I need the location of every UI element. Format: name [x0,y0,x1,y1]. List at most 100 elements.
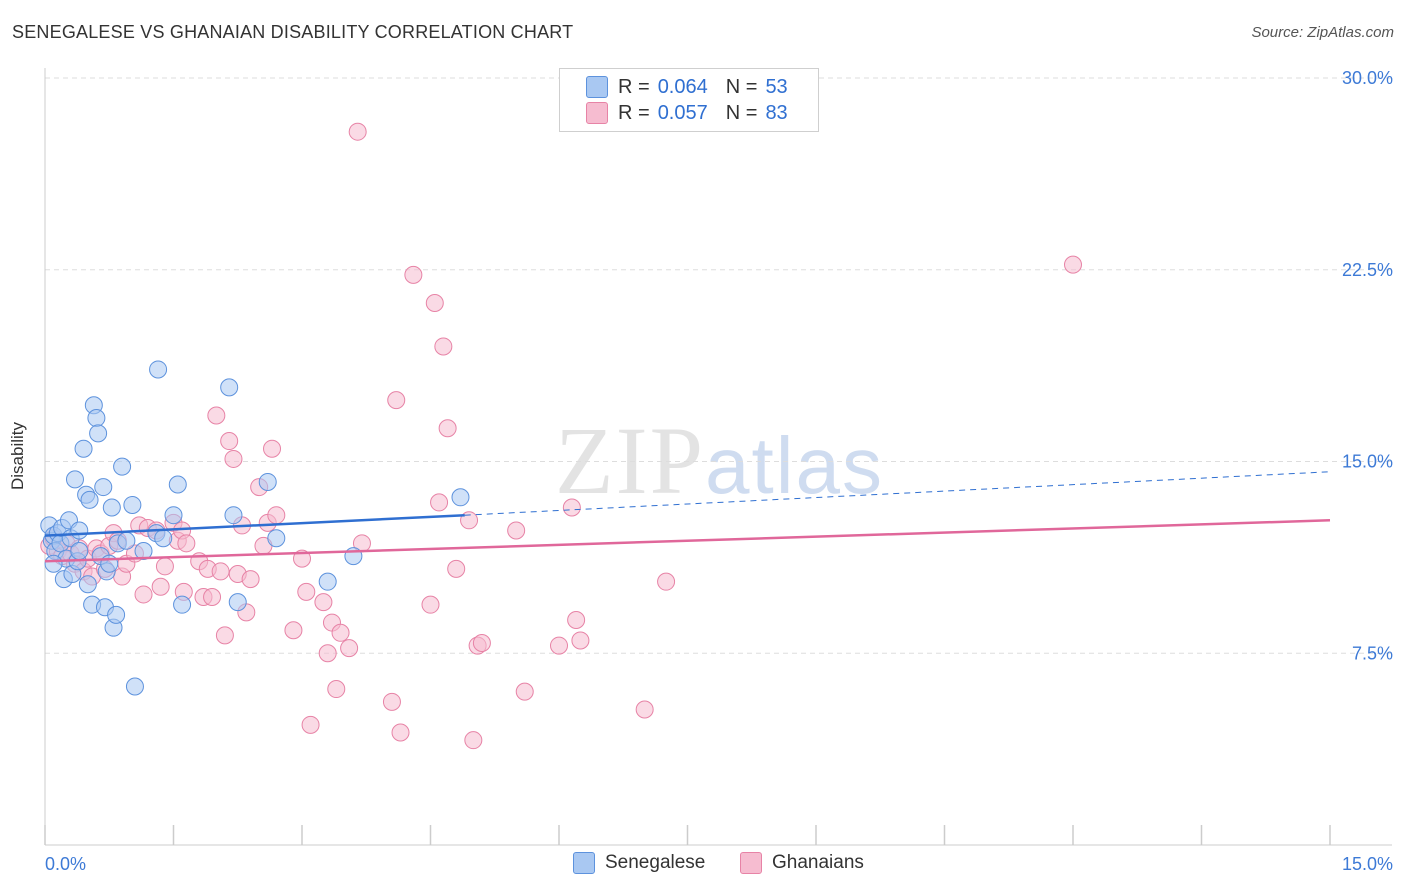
senegalese-point [113,457,132,476]
legend-item-label: Senegalese [605,852,706,873]
ghanaian-point [404,265,423,284]
senegalese-point [74,439,93,458]
ghanaian-point [550,636,568,655]
legend-r-label: R = [618,75,650,98]
ghanaian-point [314,593,333,612]
senegalese-point [78,575,97,594]
ghanaian-point [430,493,449,512]
senegalese-point [318,572,337,591]
senegalese-point [451,488,470,507]
senegalese-swatch [586,76,608,98]
legend-r-value: 0.057 [657,101,708,124]
ghanaian-point [241,570,260,589]
senegalese-point [70,541,89,560]
grid-lines [45,77,1392,654]
ghanaians-swatch [740,852,762,874]
ghanaian-point [447,559,466,578]
senegalese-point [44,554,63,573]
senegalese-point [164,506,183,525]
ghanaian-point [515,682,534,701]
ghanaian-point [562,498,581,517]
ghanaian-point [391,723,410,742]
ghanaian-point [177,534,196,553]
senegalese-point [70,521,89,540]
ghanaian-point [438,419,457,438]
ghanaian-point [301,715,320,734]
legend-r-value: 0.064 [657,75,708,98]
ghanaian-point [155,557,174,576]
x-tick-label: 15.0% [1342,854,1393,874]
ghanaian-point [425,293,444,312]
senegalese-point [154,529,173,548]
axes [44,68,1392,846]
y-tick-label: 30.0% [1342,68,1393,88]
senegalese-point [134,541,153,560]
x-tick-label: 0.0% [45,854,86,874]
ghanaian-point [382,692,401,711]
ghanaian-point [284,621,303,640]
legend-row-ghanaians: R = 0.057 N = 83 [586,101,788,125]
senegalese-point [149,360,168,379]
ghanaian-point [464,731,483,750]
ghanaian-point [297,582,316,601]
legend-n-value: 83 [765,101,788,124]
legend-n-value: 53 [765,75,788,98]
ghanaian-point [318,644,337,663]
tick-labels: 7.5% 15.0% 22.5% 30.0% 0.0% 15.0% [45,68,1393,874]
ghanaian-point [267,506,286,525]
senegalese-swatch [573,852,595,874]
legend-row-senegalese: R = 0.064 N = 53 [586,75,788,99]
ghanaian-point [571,631,590,650]
ghanaian-point [507,521,526,540]
chart-title: SENEGALESE VS GHANAIAN DISABILITY CORREL… [12,22,574,42]
series-legend: Senegalese Ghanaians [0,852,1406,880]
senegalese-point [65,470,84,489]
legend-r-label: R = [618,101,650,124]
senegalese-point [107,605,126,624]
senegalese-point [125,677,144,696]
ghanaian-point [220,432,239,451]
senegalese-points [40,360,470,696]
senegalese-point [267,529,286,548]
ghanaian-point [211,562,230,581]
y-tick-label: 15.0% [1342,452,1393,472]
ghanaian-point [224,449,243,468]
ghanaians-swatch [586,102,608,124]
legend-item-label: Ghanaians [772,852,864,873]
legend-item-senegalese[interactable]: Senegalese [573,852,705,874]
senegalese-point [102,498,121,517]
senegalese-point [228,593,247,612]
ghanaian-point [203,588,222,607]
correlation-legend: R = 0.064 N = 53 R = 0.057 N = 83 [559,68,819,132]
watermark-zip: ZIP [555,407,705,514]
ghanaian-trend-line [44,519,1331,563]
ghanaian-point [472,634,491,653]
senegalese-trend-extension [464,471,1331,516]
y-tick-label: 7.5% [1352,643,1393,663]
senegalese-point [87,409,106,428]
senegalese-point [173,595,192,614]
ghanaian-point [387,391,406,410]
senegalese-point [117,531,136,550]
legend-n-label: N = [725,101,758,124]
ghanaian-point [567,611,586,630]
senegalese-point [80,490,99,509]
ghanaian-point [421,595,440,614]
senegalese-point [123,495,142,514]
ghanaians-points [40,122,1082,750]
senegalese-point [220,378,239,397]
senegalese-point [89,424,108,443]
ghanaian-point [635,700,654,719]
trend-lines [44,471,1331,563]
senegalese-point [224,506,243,525]
y-tick-label: 22.5% [1342,260,1393,280]
ghanaian-point [1064,255,1082,274]
source-credit: Source: ZipAtlas.com [1251,24,1394,41]
senegalese-point [94,478,113,497]
senegalese-point [258,472,277,491]
legend-item-ghanaians[interactable]: Ghanaians [740,852,864,874]
legend-n-label: N = [725,75,758,98]
ghanaian-point [348,122,367,141]
senegalese-point [168,475,187,494]
ghanaian-point [134,585,153,604]
